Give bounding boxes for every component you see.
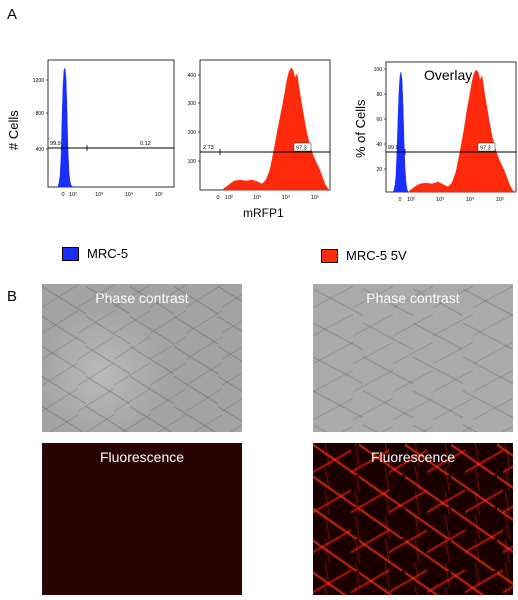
histogram-1-frame: [47, 59, 175, 188]
h2-ytick-200: 200: [188, 130, 197, 136]
legend-swatch-mrc5-5v: [321, 248, 338, 263]
h1-xtick-0: 0: [61, 192, 64, 198]
fluorescence-label-mrc5: Fluorescence: [99, 449, 185, 465]
h3-ytick-100: 100: [374, 67, 383, 73]
h2-ytick-100: 100: [188, 159, 197, 165]
histogram-2-area-mrc5-5v: [221, 67, 331, 191]
histogram-mrc5-5v: 2.73 97.3 100 200 300 400 0 10² 10³ 10⁴ …: [188, 59, 331, 201]
panel-b-letter: B: [7, 288, 18, 305]
histogram-mrc5: 99.9 0.12 400 800 1200 0 10² 10³ 10⁴ 10⁵: [33, 59, 175, 198]
histogram-3-yticks: 20 40 60 80 100: [374, 67, 386, 173]
fluorescence-image-mrc5-5v: Fluorescence: [313, 443, 513, 595]
h1-xtick-1e3: 10³: [95, 192, 103, 198]
h3-ytick-80: 80: [376, 92, 382, 98]
h3-xtick-1e2: 10²: [407, 197, 415, 203]
fluorescence-image-mrc5: Fluorescence: [42, 443, 242, 595]
h2-xtick-1e3: 10³: [253, 195, 261, 201]
phase-contrast-label-mrc5: Phase contrast: [95, 290, 189, 306]
h2-xtick-0: 0: [216, 195, 219, 201]
panel-a-letter: A: [7, 6, 18, 23]
fluorescence-label-mrc5-5v: Fluorescence: [370, 449, 456, 465]
phase-contrast-label-mrc5-5v: Phase contrast: [366, 290, 460, 306]
overlay-label: Overlay: [424, 67, 472, 83]
h2-ytick-300: 300: [188, 101, 197, 107]
h2-xtick-1e4: 10⁴: [282, 194, 291, 201]
histogram-2-yticks: 100 200 300 400: [188, 73, 200, 165]
h1-ytick-400: 400: [36, 147, 45, 153]
histogram-1-xticks: 0 10² 10³ 10⁴ 10⁵: [61, 191, 163, 198]
h3-xtick-1e4: 10⁴: [466, 196, 475, 203]
histogram-1-yticks: 400 800 1200: [33, 78, 48, 153]
histogram-2-gate-right: 97.3: [296, 146, 307, 152]
histogram-3-gate-right: 97.3: [480, 146, 491, 152]
legend-swatch-mrc5: [62, 246, 79, 261]
h3-xtick-0: 0: [398, 197, 401, 203]
histogram-3-xticks: 0 10² 10³ 10⁴ 10⁵: [398, 196, 504, 203]
histogram-1-area-mrc5: [56, 67, 74, 188]
histogram-2-gate-left: 2.73: [203, 145, 214, 151]
h1-xtick-1e2: 10²: [69, 192, 77, 198]
histogram-3-gate-left: 99.9: [388, 145, 399, 151]
x-axis-label-mrfp1: mRFP1: [243, 206, 284, 220]
phase-contrast-image-mrc5: Phase contrast: [42, 284, 242, 432]
histogram-3-area-mrc5-5v: [407, 69, 517, 193]
legend-label-mrc5-5v: MRC-5 5V: [346, 248, 407, 263]
h1-ytick-800: 800: [36, 111, 45, 117]
h2-ytick-400: 400: [188, 73, 197, 79]
h3-xtick-1e5: 10⁵: [496, 196, 504, 203]
phase-contrast-image-mrc5-5v: Phase contrast: [313, 284, 513, 432]
h3-ytick-60: 60: [376, 117, 382, 123]
h2-xtick-1e5: 10⁵: [311, 194, 319, 201]
legend-item-mrc5-5v: MRC-5 5V: [321, 248, 407, 263]
h1-ytick-1200: 1200: [33, 78, 44, 84]
histogram-overlay: Overlay 99.9 97.3 20 40 60 80 100 0 10² …: [374, 61, 517, 203]
histogram-2-xticks: 0 10² 10³ 10⁴ 10⁵: [216, 194, 319, 201]
histogram-1-gate-right: 0.12: [140, 141, 151, 147]
legend-item-mrc5: MRC-5: [62, 246, 128, 261]
histogram-3-area-mrc5: [392, 71, 409, 193]
legend-label-mrc5: MRC-5: [87, 246, 129, 261]
flow-histograms: 99.9 0.12 400 800 1200 0 10² 10³ 10⁴ 10⁵…: [33, 59, 517, 203]
histogram-1-gate-left: 99.9: [50, 141, 61, 147]
h2-xtick-1e2: 10²: [225, 195, 233, 201]
h1-xtick-1e5: 10⁵: [155, 191, 163, 198]
h3-ytick-40: 40: [376, 142, 382, 148]
h3-xtick-1e3: 10³: [436, 197, 444, 203]
h3-ytick-20: 20: [376, 167, 382, 173]
h1-xtick-1e4: 10⁴: [125, 191, 134, 198]
